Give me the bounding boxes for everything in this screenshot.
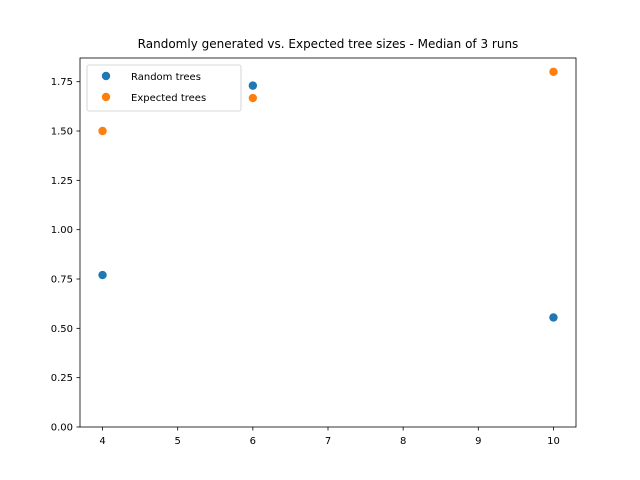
x-tick-label: 9 (475, 436, 481, 447)
y-tick-label: 1.50 (51, 127, 73, 138)
data-point-series-2 (98, 126, 107, 136)
y-tick-label: 1.25 (51, 176, 73, 187)
data-point-series-2 (248, 93, 258, 103)
data-point-series-1 (549, 313, 558, 322)
x-axis: 4 5 6 7 8 9 10 (99, 427, 560, 447)
legend-label-random-trees: Random trees (131, 72, 201, 83)
y-axis: 0.00 0.25 0.50 0.75 1.00 1.25 1.50 1.75 (51, 77, 80, 434)
legend: Random trees Expected trees (86, 64, 242, 112)
y-tick-label: 0.00 (51, 423, 73, 434)
legend-box (86, 64, 242, 112)
x-tick-label: 5 (175, 436, 181, 447)
data-point-series-1 (248, 81, 258, 90)
chart-title: Randomly generated vs. Expected tree siz… (138, 37, 519, 51)
y-tick-label: 0.25 (51, 373, 73, 384)
y-tick-label: 1.00 (51, 225, 73, 236)
data-point-series-1 (98, 270, 107, 280)
x-tick-label: 8 (400, 436, 406, 447)
legend-marker-expected-trees (101, 92, 111, 102)
y-tick-label: 0.75 (51, 275, 73, 286)
legend-marker-random-trees (101, 71, 111, 81)
data-point-series-2 (549, 67, 558, 77)
legend-label-expected-trees: Expected trees (131, 93, 206, 104)
x-tick-label: 6 (250, 436, 256, 447)
x-tick-label: 10 (547, 436, 560, 447)
y-tick-label: 0.50 (51, 324, 73, 335)
plot-points (98, 67, 558, 322)
plot-frame (79, 57, 577, 428)
x-tick-label: 4 (99, 436, 105, 447)
x-tick-label: 7 (325, 436, 331, 447)
y-tick-label: 1.75 (51, 77, 73, 88)
